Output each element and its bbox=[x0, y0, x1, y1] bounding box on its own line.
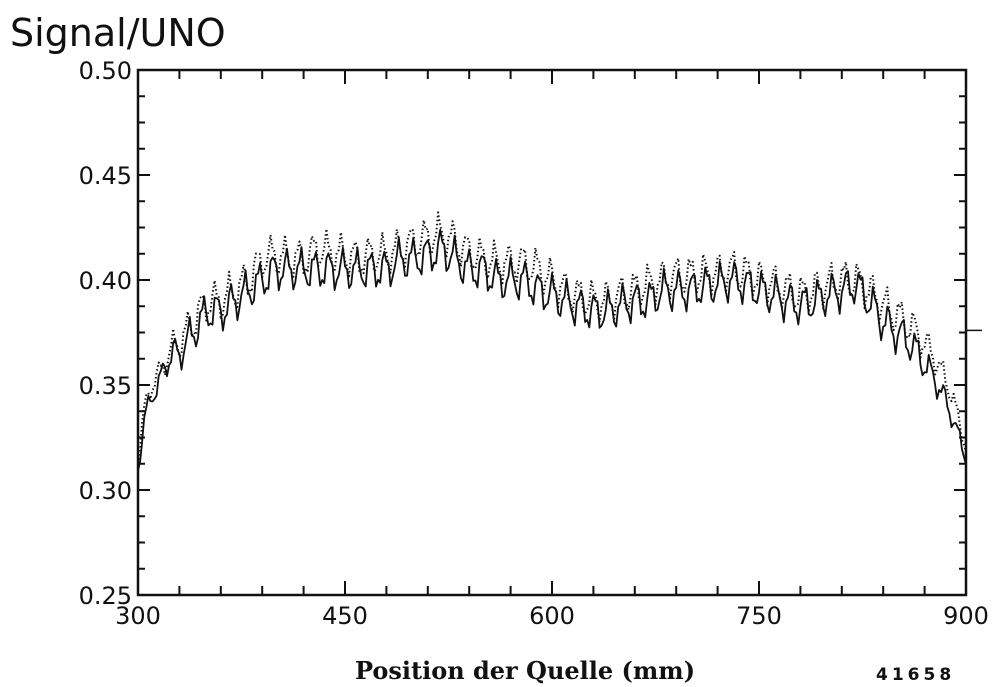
y-axis: 0.25 0.30 0.35 0.40 0.45 0.50 bbox=[79, 57, 966, 610]
x-tick-label: 900 bbox=[943, 602, 989, 630]
series-line-solid bbox=[137, 228, 967, 472]
x-tick-label: 750 bbox=[736, 602, 782, 630]
y-tick-label: 0.25 bbox=[79, 582, 132, 610]
plot-frame bbox=[136, 68, 968, 597]
x-axis: 300 450 600 750 900 bbox=[115, 70, 989, 630]
y-tick-label: 0.30 bbox=[79, 477, 132, 505]
y-tick-label: 0.35 bbox=[79, 372, 132, 400]
x-tick-label: 450 bbox=[322, 602, 368, 630]
y-tick-label: 0.40 bbox=[79, 267, 132, 295]
y-tick-label: 0.45 bbox=[79, 162, 132, 190]
chart-title: Signal/UNO bbox=[10, 11, 226, 55]
series-line-dotted bbox=[137, 211, 967, 464]
x-tick-label: 600 bbox=[529, 602, 575, 630]
y-tick-label: 0.50 bbox=[79, 57, 132, 85]
plot-area bbox=[137, 211, 967, 472]
x-axis-label: Position der Quelle (mm) bbox=[355, 656, 695, 685]
figure-number: 41658 bbox=[876, 665, 955, 685]
x-tick-label: 300 bbox=[115, 602, 161, 630]
